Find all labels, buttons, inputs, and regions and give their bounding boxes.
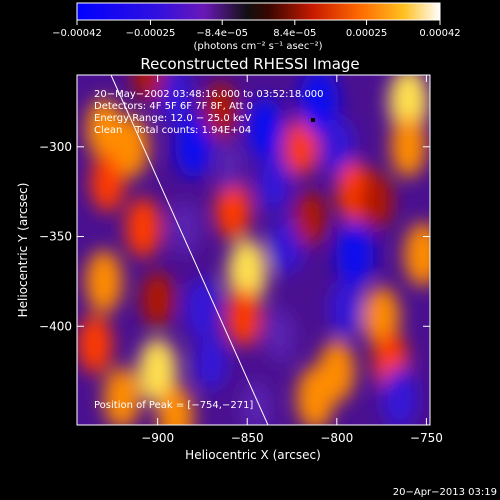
intensity-blob: [158, 75, 193, 126]
plot-frame: [76, 74, 431, 426]
intensity-blob: [175, 115, 212, 178]
intensity-blob: [215, 179, 251, 240]
x-tick-label: −900: [141, 431, 174, 445]
intensity-blob: [141, 271, 174, 328]
intensity-blob: [227, 238, 267, 306]
intensity-blob: [112, 115, 150, 178]
intensity-blob: [226, 288, 261, 347]
annotation-energy-range: Energy Range: 12.0 − 25.0 keV: [94, 113, 251, 124]
intensity-blob: [103, 367, 141, 425]
annotation-time-range: 20−May−2002 03:48:16.000 to 03:52:18.000: [94, 89, 324, 100]
intensity-blob: [246, 97, 284, 161]
x-tick-label: −850: [231, 431, 264, 445]
colorbar-ticks: −0.00042 −0.00025 −8.4e−05 8.4e−05 0.00025 0.…: [52, 20, 461, 39]
x-axis-label: Heliocentric X (arcsec): [185, 448, 321, 462]
y-tick-label: −400: [39, 319, 72, 333]
intensity-blob: [390, 116, 427, 178]
x-axis-ticks: −900 −850 −800 −750: [141, 75, 443, 445]
intensity-blob: [213, 138, 245, 191]
annotation-peak-position: Position of Peak = [−754,−271]: [94, 400, 253, 411]
chart-title: Reconstructed RHESSI Image: [140, 55, 359, 73]
intensity-blob: [269, 216, 304, 275]
x-tick-label: −750: [410, 431, 443, 445]
intensity-blob: [263, 308, 296, 363]
colorbar-tick-label: −0.00042: [52, 28, 102, 39]
intensity-blob: [125, 197, 162, 258]
intensity-blob: [184, 277, 221, 339]
intensity-blob: [168, 199, 201, 256]
intensity-blob: [240, 380, 272, 425]
intensity-blob: [284, 118, 318, 176]
colorbar-tick-label: 0.00025: [346, 28, 387, 39]
colorbar-unit-label: (photons cm⁻² s⁻¹ asec⁻²): [193, 41, 322, 52]
colorbar-tick-label: 0.00042: [419, 28, 460, 39]
intensity-blob: [318, 340, 356, 403]
y-axis-label: Heliocentric Y (arcsec): [16, 183, 30, 318]
image-intensity-map: [77, 75, 430, 425]
intensity-blob: [77, 314, 113, 374]
intensity-blob: [381, 367, 418, 425]
y-tick-label: −300: [39, 140, 72, 154]
solar-limb-line: [110, 75, 269, 425]
intensity-blob: [329, 280, 363, 337]
intensity-blob: [388, 75, 429, 136]
y-tick-label: −350: [39, 230, 72, 244]
colorbar-tick-label: 8.4e−05: [273, 28, 316, 39]
intensity-blob: [157, 385, 194, 425]
x-tick-label: −800: [320, 431, 353, 445]
intensity-blob: [359, 172, 393, 229]
annotation-detectors: Detectors: 4F 5F 6F 7F 8F, Att 0: [94, 101, 253, 112]
intensity-blob: [132, 75, 165, 102]
plot-timestamp: 20−Apr−2013 03:19: [393, 487, 497, 498]
colorbar: [76, 2, 441, 21]
intensity-blob: [138, 338, 178, 405]
annotation-clean-counts: Clean Total counts: 1.94E+04: [94, 125, 251, 136]
intensity-blob: [319, 116, 355, 177]
intensity-blob: [293, 191, 326, 246]
intensity-blob: [90, 153, 125, 212]
intensity-blob: [256, 153, 292, 212]
intensity-blob: [85, 249, 123, 313]
y-axis-ticks: −300 −350 −400: [39, 140, 430, 333]
intensity-blob: [203, 82, 237, 140]
intensity-blob: [194, 334, 228, 391]
colorbar-tick-label: −8.4e−05: [196, 28, 248, 39]
peak-marker: [311, 118, 315, 122]
intensity-blob: [335, 222, 374, 287]
intensity-blob: [403, 222, 430, 287]
colorbar-tick-label: −0.00025: [126, 28, 176, 39]
